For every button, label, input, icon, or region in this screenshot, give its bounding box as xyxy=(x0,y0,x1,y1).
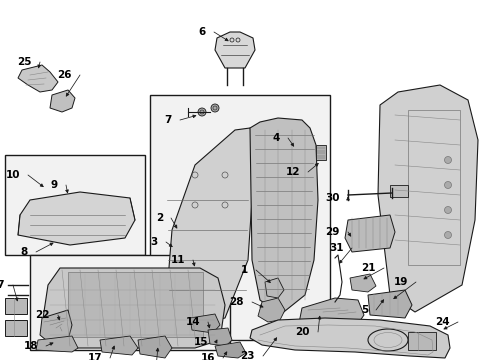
Bar xyxy=(5,155,145,255)
Text: 11: 11 xyxy=(170,255,184,265)
Circle shape xyxy=(444,181,450,189)
Polygon shape xyxy=(138,336,172,358)
Polygon shape xyxy=(377,85,477,312)
Text: 31: 31 xyxy=(329,243,343,253)
Polygon shape xyxy=(249,118,317,315)
Text: 10: 10 xyxy=(5,170,20,180)
Text: 22: 22 xyxy=(36,310,50,320)
Text: 23: 23 xyxy=(240,351,254,360)
Text: 27: 27 xyxy=(0,280,5,290)
Circle shape xyxy=(444,207,450,213)
Text: 12: 12 xyxy=(285,167,299,177)
Circle shape xyxy=(444,231,450,238)
Bar xyxy=(150,95,329,340)
Polygon shape xyxy=(264,278,284,298)
Text: 1: 1 xyxy=(240,265,247,275)
Text: 15: 15 xyxy=(193,337,207,347)
FancyBboxPatch shape xyxy=(5,320,27,336)
Text: 19: 19 xyxy=(393,277,407,287)
Text: 18: 18 xyxy=(23,341,38,351)
Polygon shape xyxy=(100,336,138,355)
Text: 25: 25 xyxy=(18,57,32,67)
Polygon shape xyxy=(215,32,254,68)
Polygon shape xyxy=(367,290,411,318)
Text: 17: 17 xyxy=(87,353,102,360)
Polygon shape xyxy=(40,310,72,345)
Polygon shape xyxy=(50,90,75,112)
Text: 26: 26 xyxy=(58,70,72,80)
Text: 30: 30 xyxy=(325,193,339,203)
Text: 14: 14 xyxy=(185,317,200,327)
Text: 7: 7 xyxy=(164,115,172,125)
FancyBboxPatch shape xyxy=(5,298,27,314)
FancyBboxPatch shape xyxy=(389,185,407,197)
Bar xyxy=(407,110,459,265)
Polygon shape xyxy=(160,128,254,330)
Text: 20: 20 xyxy=(295,327,309,337)
Polygon shape xyxy=(18,192,135,245)
Text: 21: 21 xyxy=(361,263,375,273)
Text: 5: 5 xyxy=(360,305,367,315)
Circle shape xyxy=(444,157,450,163)
Bar xyxy=(30,255,229,350)
Polygon shape xyxy=(207,328,231,346)
Polygon shape xyxy=(258,298,285,322)
Bar xyxy=(68,272,203,337)
Polygon shape xyxy=(249,318,449,358)
Text: 2: 2 xyxy=(156,213,163,223)
Text: 6: 6 xyxy=(198,27,205,37)
Text: 16: 16 xyxy=(200,353,215,360)
FancyBboxPatch shape xyxy=(315,145,325,160)
Text: 24: 24 xyxy=(434,317,449,327)
Text: 9: 9 xyxy=(51,180,58,190)
Polygon shape xyxy=(190,314,220,333)
Text: 29: 29 xyxy=(325,227,339,237)
Polygon shape xyxy=(215,342,245,358)
Text: 8: 8 xyxy=(20,247,28,257)
Text: 3: 3 xyxy=(150,237,158,247)
Polygon shape xyxy=(297,298,363,335)
Polygon shape xyxy=(345,215,394,252)
Polygon shape xyxy=(36,336,78,352)
Circle shape xyxy=(210,104,219,112)
Polygon shape xyxy=(18,65,58,92)
Polygon shape xyxy=(42,268,224,348)
Bar xyxy=(407,332,435,350)
Polygon shape xyxy=(349,274,375,292)
Text: 4: 4 xyxy=(272,133,280,143)
Circle shape xyxy=(198,108,205,116)
Text: 28: 28 xyxy=(229,297,244,307)
